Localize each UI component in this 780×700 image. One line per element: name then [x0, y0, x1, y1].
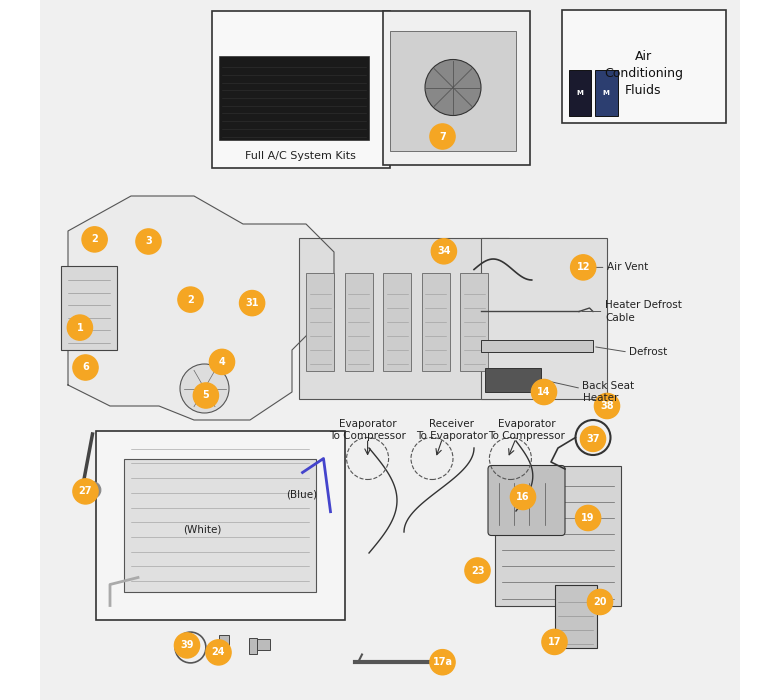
Text: 20: 20 — [594, 597, 607, 607]
Text: 24: 24 — [211, 648, 225, 657]
Circle shape — [430, 650, 455, 675]
Polygon shape — [68, 196, 334, 420]
Circle shape — [67, 315, 93, 340]
Circle shape — [594, 393, 619, 419]
Text: Heater Defrost
Cable: Heater Defrost Cable — [605, 300, 682, 323]
Text: 1: 1 — [76, 323, 83, 332]
Circle shape — [82, 227, 107, 252]
FancyBboxPatch shape — [488, 466, 565, 536]
Bar — [257, 639, 270, 650]
Bar — [495, 466, 621, 606]
Circle shape — [178, 287, 203, 312]
Text: 17: 17 — [548, 637, 562, 647]
Text: Air Vent: Air Vent — [607, 262, 648, 272]
Circle shape — [580, 426, 605, 452]
Text: 38: 38 — [600, 401, 614, 411]
Bar — [218, 56, 369, 140]
Text: 39: 39 — [180, 640, 193, 650]
Bar — [211, 10, 390, 168]
Circle shape — [239, 290, 264, 316]
Circle shape — [73, 479, 98, 504]
Circle shape — [180, 364, 229, 413]
Circle shape — [209, 349, 235, 375]
Circle shape — [576, 505, 601, 531]
Bar — [481, 340, 593, 352]
Bar — [299, 238, 509, 399]
Circle shape — [571, 255, 596, 280]
Bar — [383, 273, 411, 371]
Bar — [569, 70, 591, 116]
Text: 6: 6 — [82, 363, 89, 372]
Text: 12: 12 — [576, 262, 590, 272]
Bar — [306, 273, 334, 371]
Text: 17a: 17a — [432, 657, 452, 667]
Text: 14: 14 — [537, 387, 551, 397]
Bar — [562, 10, 726, 123]
Circle shape — [425, 60, 481, 116]
Bar — [421, 273, 449, 371]
Circle shape — [193, 383, 218, 408]
Text: Receiver
To Evaporator: Receiver To Evaporator — [416, 419, 488, 441]
Circle shape — [587, 589, 612, 615]
Text: 34: 34 — [437, 246, 451, 256]
Circle shape — [73, 355, 98, 380]
Circle shape — [430, 124, 455, 149]
Text: 37: 37 — [587, 434, 600, 444]
Bar — [218, 635, 229, 652]
Text: Defrost: Defrost — [629, 347, 668, 357]
Text: 5: 5 — [203, 391, 209, 400]
Text: 27: 27 — [79, 486, 92, 496]
Circle shape — [431, 239, 456, 264]
Bar — [555, 584, 597, 648]
Circle shape — [206, 640, 231, 665]
Text: (Blue): (Blue) — [286, 490, 317, 500]
Bar — [249, 638, 257, 654]
Circle shape — [136, 229, 161, 254]
Bar — [96, 430, 345, 620]
Bar — [345, 273, 373, 371]
Text: 2: 2 — [187, 295, 194, 304]
Text: Evaporator
To Compressor: Evaporator To Compressor — [329, 419, 406, 441]
Text: 19: 19 — [581, 513, 595, 523]
Circle shape — [542, 629, 567, 655]
Circle shape — [531, 379, 557, 405]
Text: 7: 7 — [439, 132, 446, 141]
Circle shape — [510, 484, 536, 510]
Text: 16: 16 — [516, 492, 530, 502]
Text: M: M — [603, 90, 610, 96]
Text: 23: 23 — [471, 566, 484, 575]
Circle shape — [465, 558, 490, 583]
Bar — [390, 32, 516, 150]
Text: Evaporator
To Compressor: Evaporator To Compressor — [488, 419, 565, 441]
Text: 3: 3 — [145, 237, 152, 246]
Bar — [595, 70, 618, 116]
Bar — [61, 266, 117, 350]
Text: Air
Conditioning
Fluids: Air Conditioning Fluids — [604, 50, 683, 97]
Bar — [460, 273, 488, 371]
Text: M: M — [576, 90, 583, 96]
Bar — [481, 238, 607, 399]
Text: 31: 31 — [246, 298, 259, 308]
Circle shape — [175, 633, 200, 658]
Circle shape — [84, 482, 101, 498]
Text: (White): (White) — [183, 525, 222, 535]
Text: Back Seat
Heater: Back Seat Heater — [583, 381, 635, 403]
Text: 2: 2 — [91, 234, 98, 244]
Bar — [383, 10, 530, 164]
Bar — [484, 368, 541, 392]
Text: Full A/C System Kits: Full A/C System Kits — [245, 151, 356, 161]
Text: 4: 4 — [218, 357, 225, 367]
Bar — [124, 458, 317, 592]
